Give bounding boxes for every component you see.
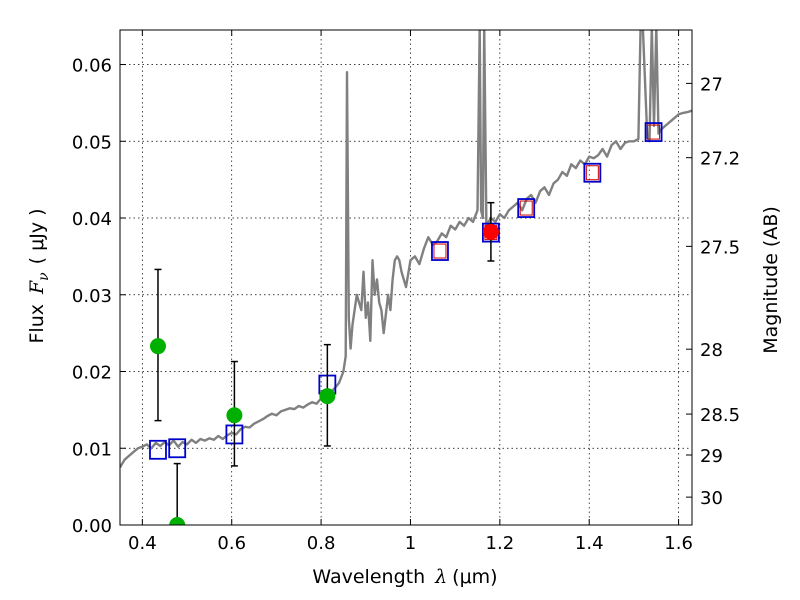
model-box-inner: [647, 124, 661, 140]
model-box: [644, 122, 663, 142]
x-tick-label: 1.4: [575, 533, 604, 554]
data-point: [482, 223, 499, 240]
model-box: [583, 162, 602, 183]
plot-frame: [119, 29, 693, 526]
data-point: [169, 517, 186, 525]
model-box-inner: [519, 200, 533, 216]
model-box: [517, 198, 536, 218]
x-tick-label: 1.2: [486, 533, 515, 554]
y-axis-symbol: F: [26, 280, 48, 295]
x-axis-symbol: λ: [434, 566, 447, 588]
y-tick-label: 0.01: [72, 439, 112, 460]
y2-tick-label: 27: [700, 74, 723, 95]
tick-labels: 0.4 0.6 0.8 1 1.2 1.4 1.6 0.00 0.01 0.02 0.03 0.04 0…: [72, 56, 740, 554]
data-point: [226, 407, 243, 424]
model-box: [431, 241, 449, 261]
x-axis-title-main: Wavelength: [312, 566, 425, 588]
y-tick-label: 0.00: [72, 516, 112, 537]
y-tick-label: 0.05: [72, 132, 112, 153]
y-tick-label: 0.03: [72, 286, 112, 307]
grid: [120, 30, 692, 526]
x-tick-label: 1: [405, 533, 416, 554]
data-point: [319, 388, 336, 405]
model-box: [168, 438, 187, 459]
model-box-inner: [433, 243, 447, 259]
y2-tick-label: 27.5: [700, 237, 740, 258]
y-tick-label: 0.04: [72, 209, 112, 230]
y-axis-subscript: ν: [36, 272, 52, 281]
spectrum-line: [120, 30, 692, 469]
y-axis-unit: ( μJy ): [26, 208, 48, 264]
model-box-inner: [585, 165, 599, 181]
y2-tick-label: 30: [700, 488, 723, 509]
tick-marks: [120, 30, 692, 526]
y2-axis-title: Magnitude (AB): [760, 206, 782, 354]
x-tick-label: 0.6: [217, 533, 246, 554]
y-tick-label: 0.02: [72, 363, 112, 384]
x-tick-label: 1.6: [664, 533, 693, 554]
y-axis-title: Flux Fν ( μJy ): [26, 208, 52, 343]
y-tick-label: 0.06: [72, 56, 112, 77]
plot-area: [120, 30, 692, 525]
x-axis-title: Wavelength λ (μm): [312, 566, 497, 588]
y2-tick-label: 28: [700, 340, 723, 361]
model-box: [149, 439, 167, 460]
y-axis-title-main: Flux: [26, 304, 48, 344]
y2-tick-label: 27.2: [700, 149, 740, 170]
x-tick-label: 0.4: [128, 533, 157, 554]
y2-tick-label: 29: [700, 446, 723, 467]
x-axis-unit: (μm): [452, 566, 497, 588]
y2-tick-label: 28.5: [700, 405, 740, 426]
data-point: [149, 338, 166, 355]
x-tick-label: 0.8: [307, 533, 336, 554]
